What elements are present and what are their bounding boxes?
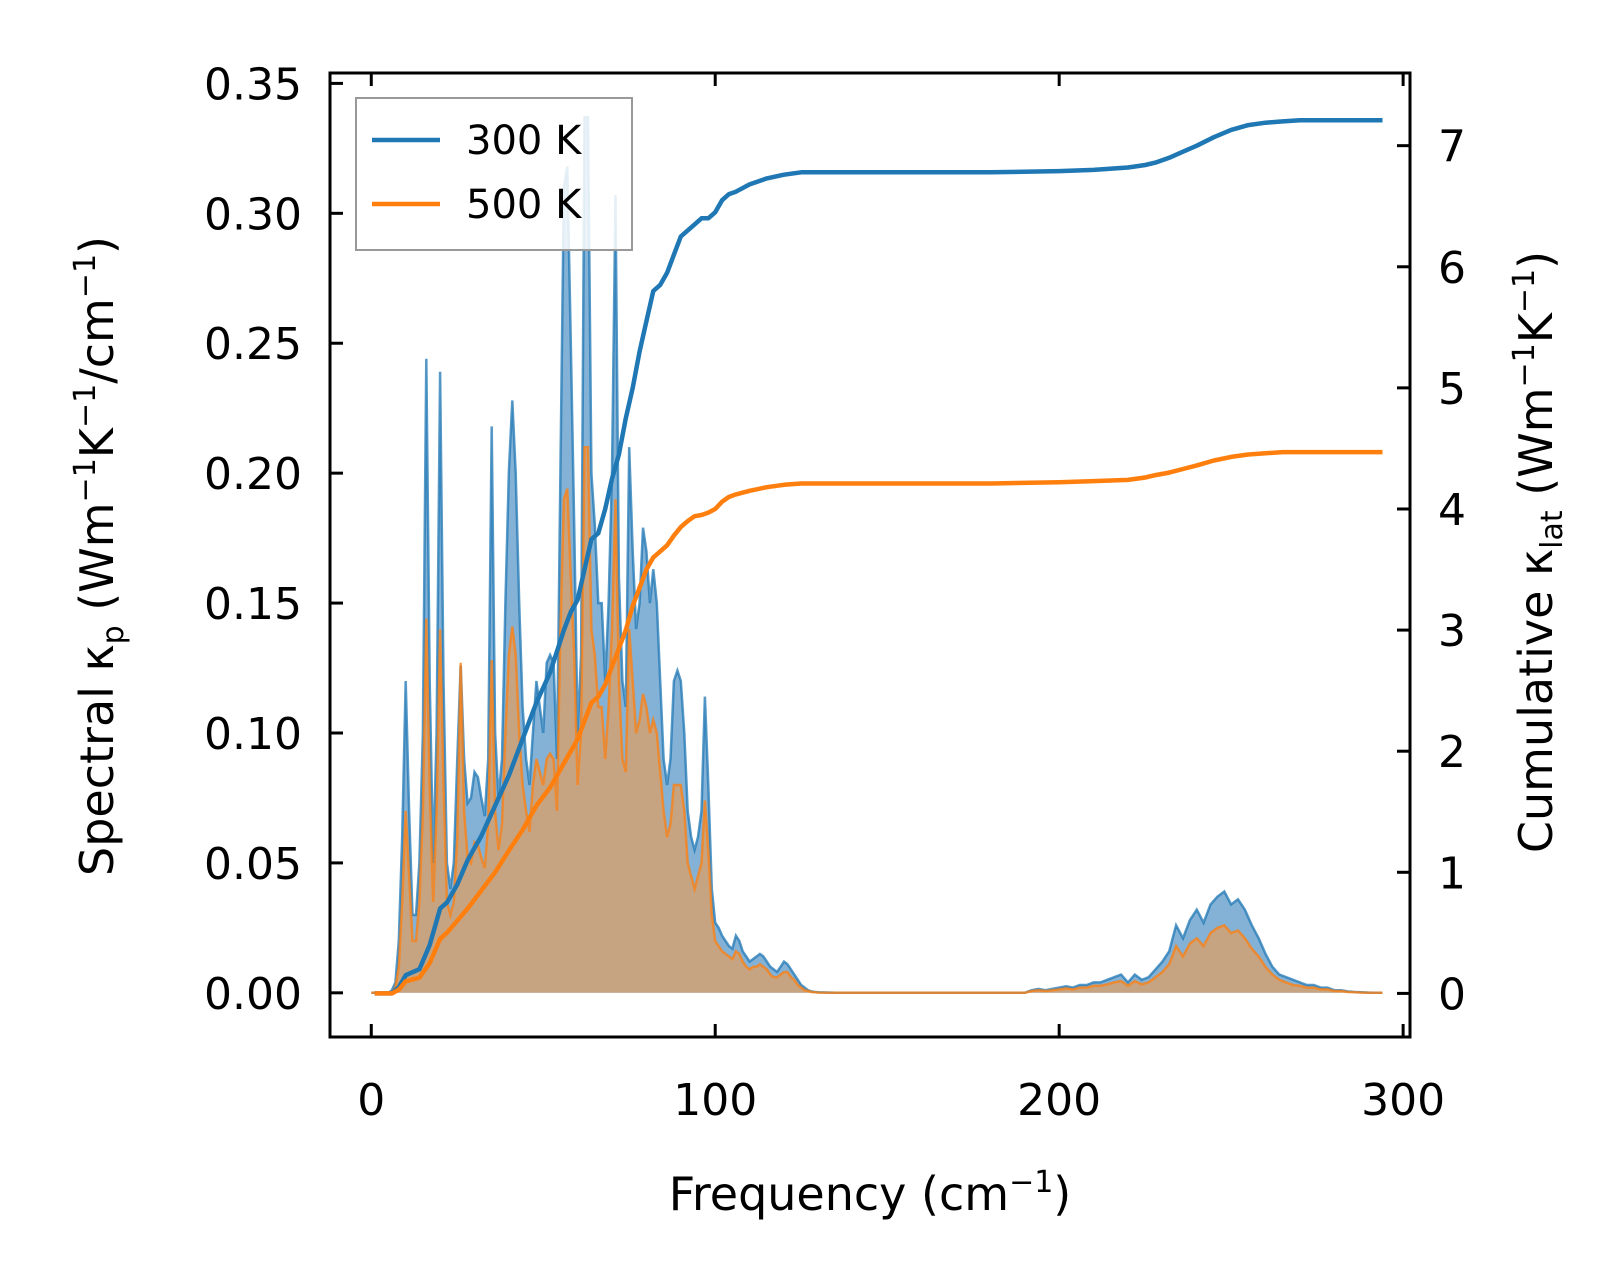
y-right-tick-label: 0 (1438, 969, 1466, 1020)
y-left-p2: (Wm (70, 502, 124, 625)
y-right-tick-label: 4 (1438, 485, 1466, 536)
y-axis-title-left: Spectral κp (Wm−1K−1/cm−1) (68, 236, 131, 876)
y-right-tick-label: 2 (1438, 727, 1466, 778)
y-right-sup2: −1 (1507, 269, 1542, 313)
y-left-sup2: −1 (68, 384, 103, 428)
y-left-tick-label: 0.20 (204, 449, 302, 500)
x-tick-label: 0 (357, 1075, 385, 1126)
y-right-tick-label: 1 (1438, 848, 1466, 899)
spectral-fills (371, 115, 1383, 995)
y-right-p3: K (1509, 311, 1563, 343)
y-right-sup1: −1 (1507, 343, 1542, 387)
y-axis-title-right: Cumulative κlat (Wm−1K−1) (1507, 251, 1570, 853)
y-left-sub: p (96, 625, 131, 644)
cumulative-line-300k (374, 117, 1383, 996)
y-right-tick-label: 3 (1438, 606, 1466, 657)
y-left-sup1: −1 (68, 458, 103, 502)
x-tick-label: 100 (673, 1075, 757, 1126)
x-tick-label: 300 (1361, 1075, 1445, 1126)
y-left-tick-label: 0.35 (204, 59, 302, 110)
data-lines (374, 117, 1383, 996)
legend-label-300k: 300 K (466, 118, 583, 164)
x-axis-title: Frequency (cm−1) (669, 1165, 1072, 1221)
legend-box (355, 97, 633, 251)
y-right-p1: Cumulative κ (1509, 549, 1563, 853)
y-left-tick-label: 0.05 (204, 839, 302, 890)
y-left-sup3: −1 (68, 254, 103, 298)
y-right-tick-label: 6 (1438, 243, 1466, 294)
y-left-tick-label: 0.30 (204, 189, 302, 240)
y-left-tick-label: 0.00 (204, 969, 302, 1020)
spectral-fill-500k (371, 447, 1383, 993)
y-left-p5: ) (70, 236, 124, 254)
plot-frame (328, 71, 1412, 1039)
spectral-line-300k (371, 115, 1383, 995)
y-right-sub: lat (1535, 510, 1570, 549)
x-axis-title-sup: −1 (1009, 1165, 1053, 1200)
legend: 300 K 500 K (355, 97, 633, 251)
x-tick-label: 200 (1017, 1075, 1101, 1126)
y-left-tick-label: 0.25 (204, 319, 302, 370)
y-left-tick-label: 0.15 (204, 579, 302, 630)
x-axis-title-end: ) (1053, 1167, 1071, 1221)
spectral-line-500k (371, 445, 1383, 995)
y-right-tick-label: 7 (1438, 122, 1466, 173)
y-left-p1: Spectral κ (70, 644, 124, 876)
y-left-p3: K (70, 426, 124, 458)
legend-label-500k: 500 K (466, 182, 583, 228)
x-axis-title-main: Frequency (cm (669, 1167, 1009, 1221)
y-left-p4: /cm (70, 298, 124, 384)
axis-ticks: 0 100 200 300 0.00 0.05 0.10 0.15 0.20 0.25 0.30 0.… (204, 59, 1466, 1126)
y-right-p2: (Wm (1509, 387, 1563, 510)
y-left-tick-label: 0.10 (204, 709, 302, 760)
y-right-tick-label: 5 (1438, 364, 1466, 415)
cumulative-line-500k (374, 449, 1383, 996)
y-right-p4: ) (1509, 251, 1563, 269)
